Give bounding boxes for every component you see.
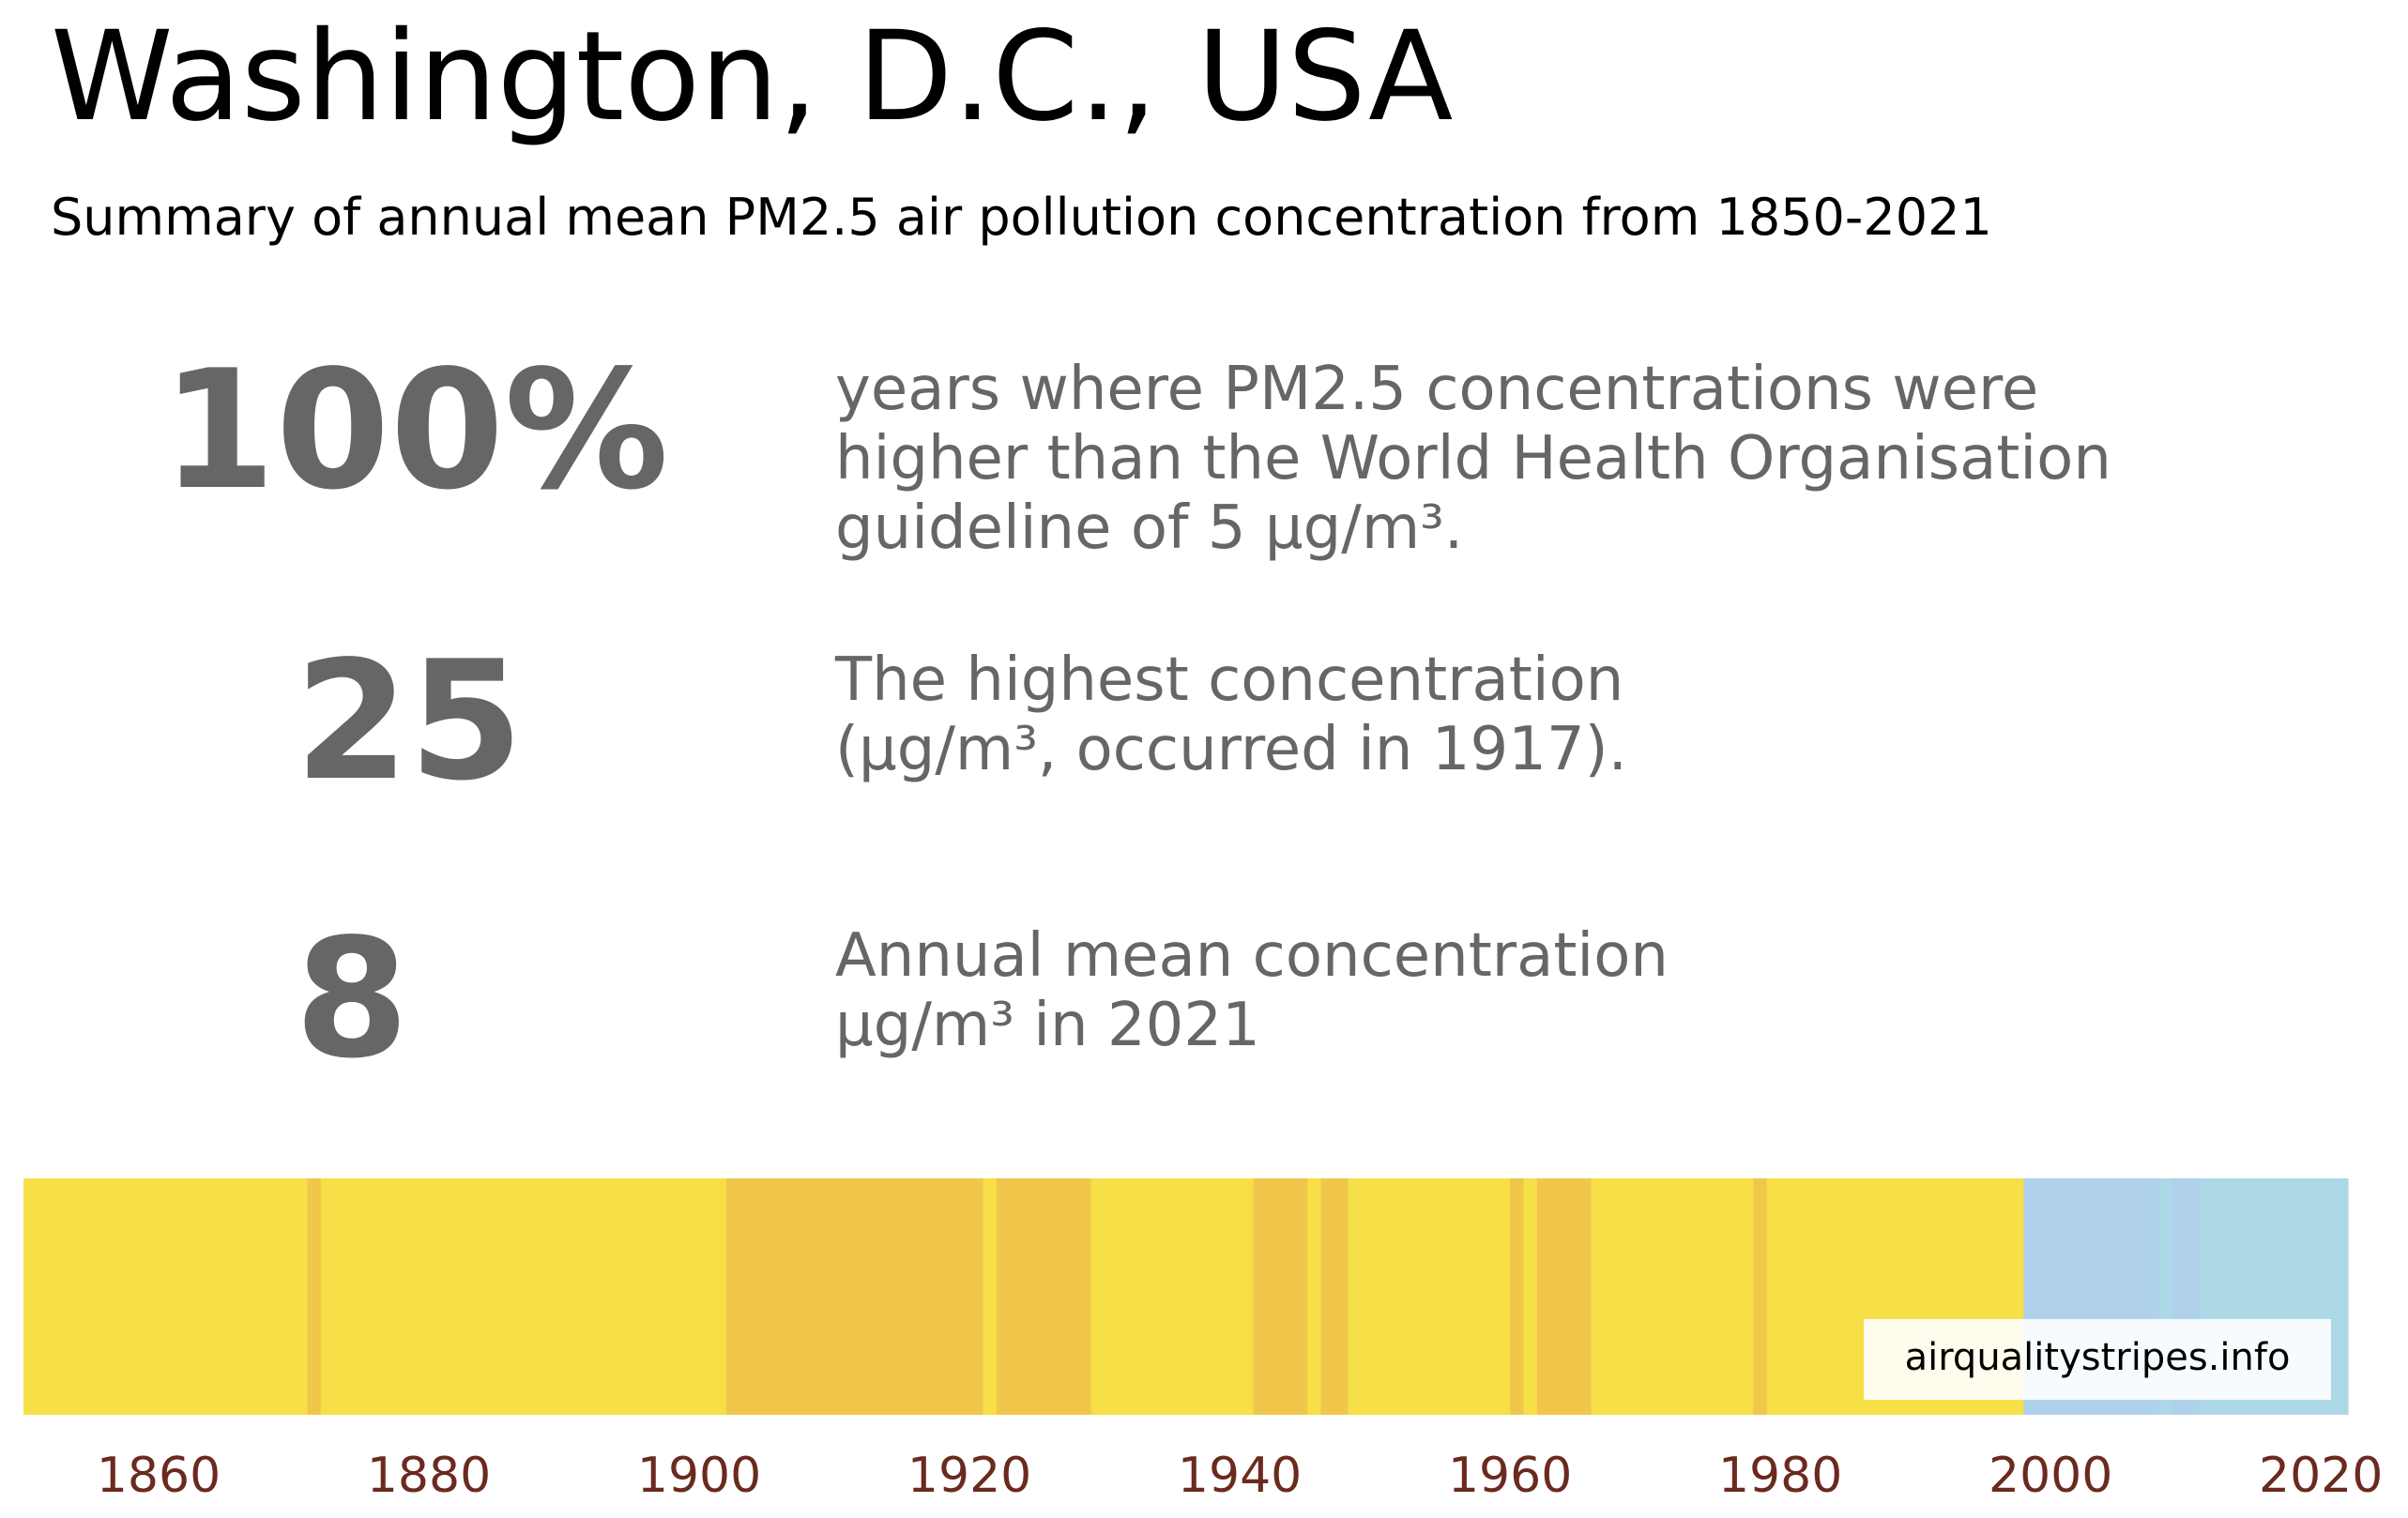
page-subtitle: Summary of annual mean PM2.5 air polluti… <box>51 188 1992 247</box>
stripe-segment <box>1253 1178 1308 1415</box>
stat-annual-value: 8 <box>295 904 409 1095</box>
stat-highest-value: 25 <box>295 627 524 817</box>
stripe-segment <box>1753 1178 1768 1415</box>
stripe-segment <box>1523 1178 1538 1415</box>
stat-highest-desc-line: The highest concentration <box>835 645 1624 715</box>
watermark-text: airqualitystripes.info <box>1905 1336 2291 1379</box>
x-axis-ticks: 1860 1880 1900 1920 1940 1960 1980 2000 2020 <box>97 1448 2384 1504</box>
x-tick-label: 1880 <box>367 1448 491 1504</box>
stripe-segment <box>1307 1178 1322 1415</box>
stripe-segment <box>1591 1178 1754 1415</box>
x-tick-label: 1960 <box>1448 1448 1572 1504</box>
stripe-segment <box>996 1178 1092 1415</box>
x-tick-label: 1920 <box>907 1448 1031 1504</box>
stat-percent-desc-line: higher than the World Health Organisatio… <box>835 424 2111 493</box>
stat-highest-desc-line: (µg/m³, occurred in 1917). <box>835 715 1627 784</box>
x-tick-label: 1940 <box>1178 1448 1302 1504</box>
stat-percent-desc-line: years where PM2.5 concentrations were <box>835 355 2039 424</box>
stripe-segment <box>1510 1178 1525 1415</box>
stripe-segment <box>983 1178 998 1415</box>
stripe-segment <box>307 1178 322 1415</box>
stat-annual-desc-line: µg/m³ in 2021 <box>835 991 1260 1060</box>
x-tick-label: 2000 <box>1989 1448 2112 1504</box>
stat-annual-desc-line: Annual mean concentration <box>835 921 1669 991</box>
stat-highest-description: The highest concentration (µg/m³, occurr… <box>835 645 1627 784</box>
stripe-segment <box>1090 1178 1255 1415</box>
stripe-segment <box>725 1178 984 1415</box>
stripe-segment <box>1536 1178 1593 1415</box>
x-tick-label: 1980 <box>1718 1448 1842 1504</box>
stripes-group <box>23 1178 2349 1415</box>
stripe-segment <box>1348 1178 1511 1415</box>
stat-annual-description: Annual mean concentration µg/m³ in 2021 <box>835 921 1669 1060</box>
stripe-segment <box>23 1178 309 1415</box>
watermark-box <box>1864 1319 2331 1400</box>
x-tick-label: 1860 <box>97 1448 221 1504</box>
stat-percent-description: years where PM2.5 concentrations were hi… <box>835 355 2111 563</box>
stripe-segment <box>320 1178 727 1415</box>
page-title: Washington, D.C., USA <box>51 5 1454 149</box>
x-tick-label: 2020 <box>2259 1448 2383 1504</box>
stat-percent-desc-line: guideline of 5 µg/m³. <box>835 493 1464 563</box>
watermark: airqualitystripes.info <box>1864 1319 2331 1400</box>
stat-percent-value: 100% <box>161 336 669 526</box>
air-quality-stripes-chart: airqualitystripes.info 1860 1880 1900 1920 1… <box>23 1178 2384 1504</box>
stripe-segment <box>1320 1178 1349 1415</box>
x-tick-label: 1900 <box>637 1448 761 1504</box>
